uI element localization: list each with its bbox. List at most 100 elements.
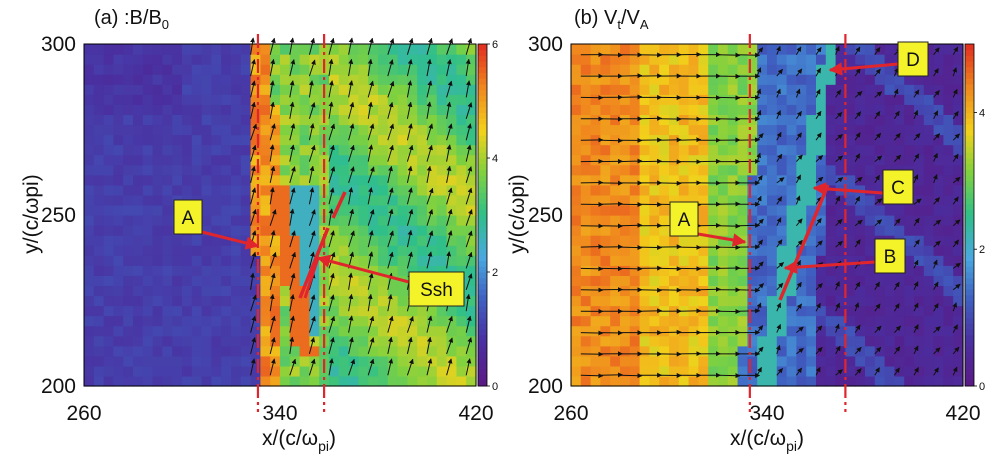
heatmap-cell — [398, 165, 408, 176]
heatmap-cell — [182, 275, 192, 286]
colorbar-segment — [478, 369, 487, 375]
heatmap-cell — [924, 306, 934, 317]
heatmap-cell — [630, 356, 640, 367]
heatmap-cell — [241, 215, 251, 226]
heatmap-cell — [172, 145, 182, 156]
heatmap-cell — [182, 94, 192, 105]
heatmap-cell — [659, 346, 669, 357]
heatmap-cell — [153, 54, 163, 65]
heatmap-cell — [378, 145, 388, 156]
heatmap-cell — [241, 275, 251, 286]
heatmap-cell — [816, 175, 826, 186]
heatmap-cell — [767, 124, 777, 135]
heatmap-cell — [133, 366, 143, 377]
heatmap-cell — [953, 376, 963, 387]
heatmap-cell — [718, 376, 728, 387]
heatmap-cell — [806, 376, 816, 387]
heatmap-cell — [309, 225, 319, 236]
quiver-arrow — [600, 140, 622, 141]
heatmap-cell — [777, 205, 787, 216]
heatmap-cell — [162, 94, 172, 105]
heatmap-cell — [610, 94, 620, 105]
heatmap-cell — [104, 356, 114, 367]
heatmap-cell — [620, 225, 630, 236]
heatmap-cell — [466, 336, 476, 347]
heatmap-cell — [182, 44, 192, 55]
heatmap-cell — [914, 326, 924, 337]
heatmap-cell — [767, 44, 777, 55]
heatmap-cell — [777, 135, 787, 146]
heatmap-cell — [747, 175, 757, 186]
heatmap-cell — [260, 124, 270, 135]
heatmap-cell — [182, 326, 192, 337]
heatmap-cell — [943, 225, 953, 236]
heatmap-cell — [718, 225, 728, 236]
colorbar-segment — [965, 323, 974, 329]
heatmap-cell — [620, 54, 630, 65]
heatmap-cell — [113, 114, 123, 125]
quiver-arrow — [659, 183, 681, 184]
heatmap-cell — [620, 145, 630, 156]
heatmap-cell — [437, 175, 447, 186]
heatmap-cell — [300, 336, 310, 347]
heatmap-cell — [104, 255, 114, 266]
heatmap-cell — [620, 124, 630, 135]
heatmap-cell — [231, 376, 241, 387]
heatmap-cell — [591, 104, 601, 115]
heatmap-cell — [329, 145, 339, 156]
heatmap-cell — [816, 376, 826, 387]
heatmap-cell — [260, 155, 270, 166]
heatmap-cell — [845, 316, 855, 327]
heatmap-cell — [894, 366, 904, 377]
heatmap-cell — [123, 74, 133, 85]
heatmap-cell — [280, 205, 290, 216]
heatmap-cell — [738, 205, 748, 216]
heatmap-cell — [133, 255, 143, 266]
heatmap-cell — [290, 114, 300, 125]
colorbar-segment — [478, 312, 487, 318]
heatmap-cell — [708, 175, 718, 186]
heatmap-cell — [378, 64, 388, 75]
heatmap-cell — [728, 356, 738, 367]
heatmap-cell — [630, 195, 640, 206]
colorbar-segment — [478, 78, 487, 84]
heatmap-cell — [689, 175, 699, 186]
heatmap-cell — [280, 195, 290, 206]
heatmap-cell — [934, 275, 944, 286]
heatmap-cell — [669, 376, 679, 387]
heatmap-cell — [172, 285, 182, 296]
heatmap-cell — [659, 94, 669, 105]
heatmap-cell — [855, 175, 865, 186]
heatmap-cell — [718, 215, 728, 226]
heatmap-cell — [182, 306, 192, 317]
heatmap-cell — [806, 336, 816, 347]
heatmap-cell — [84, 225, 94, 236]
heatmap-cell — [162, 145, 172, 156]
heatmap-cell — [290, 225, 300, 236]
heatmap-cell — [378, 205, 388, 216]
heatmap-cell — [581, 326, 591, 337]
heatmap-cell — [934, 84, 944, 95]
heatmap-cell — [123, 135, 133, 146]
colorbar-segment — [965, 232, 974, 238]
heatmap-cell — [600, 326, 610, 337]
heatmap-cell — [767, 336, 777, 347]
heatmap-cell — [172, 84, 182, 95]
heatmap-cell — [689, 245, 699, 256]
heatmap-cell — [855, 346, 865, 357]
heatmap-cell — [777, 185, 787, 196]
heatmap-cell — [865, 255, 875, 266]
heatmap-cell — [133, 245, 143, 256]
heatmap-cell — [767, 145, 777, 156]
heatmap-cell — [620, 376, 630, 387]
heatmap-cell — [630, 205, 640, 216]
heatmap-cell — [806, 104, 816, 115]
heatmap-cell — [689, 54, 699, 65]
heatmap-cell — [339, 124, 349, 135]
heatmap-cell — [417, 104, 427, 115]
heatmap-cell — [728, 215, 738, 226]
heatmap-cell — [728, 145, 738, 156]
heatmap-cell — [718, 265, 728, 276]
heatmap-cell — [113, 175, 123, 186]
heatmap-cell — [104, 165, 114, 176]
